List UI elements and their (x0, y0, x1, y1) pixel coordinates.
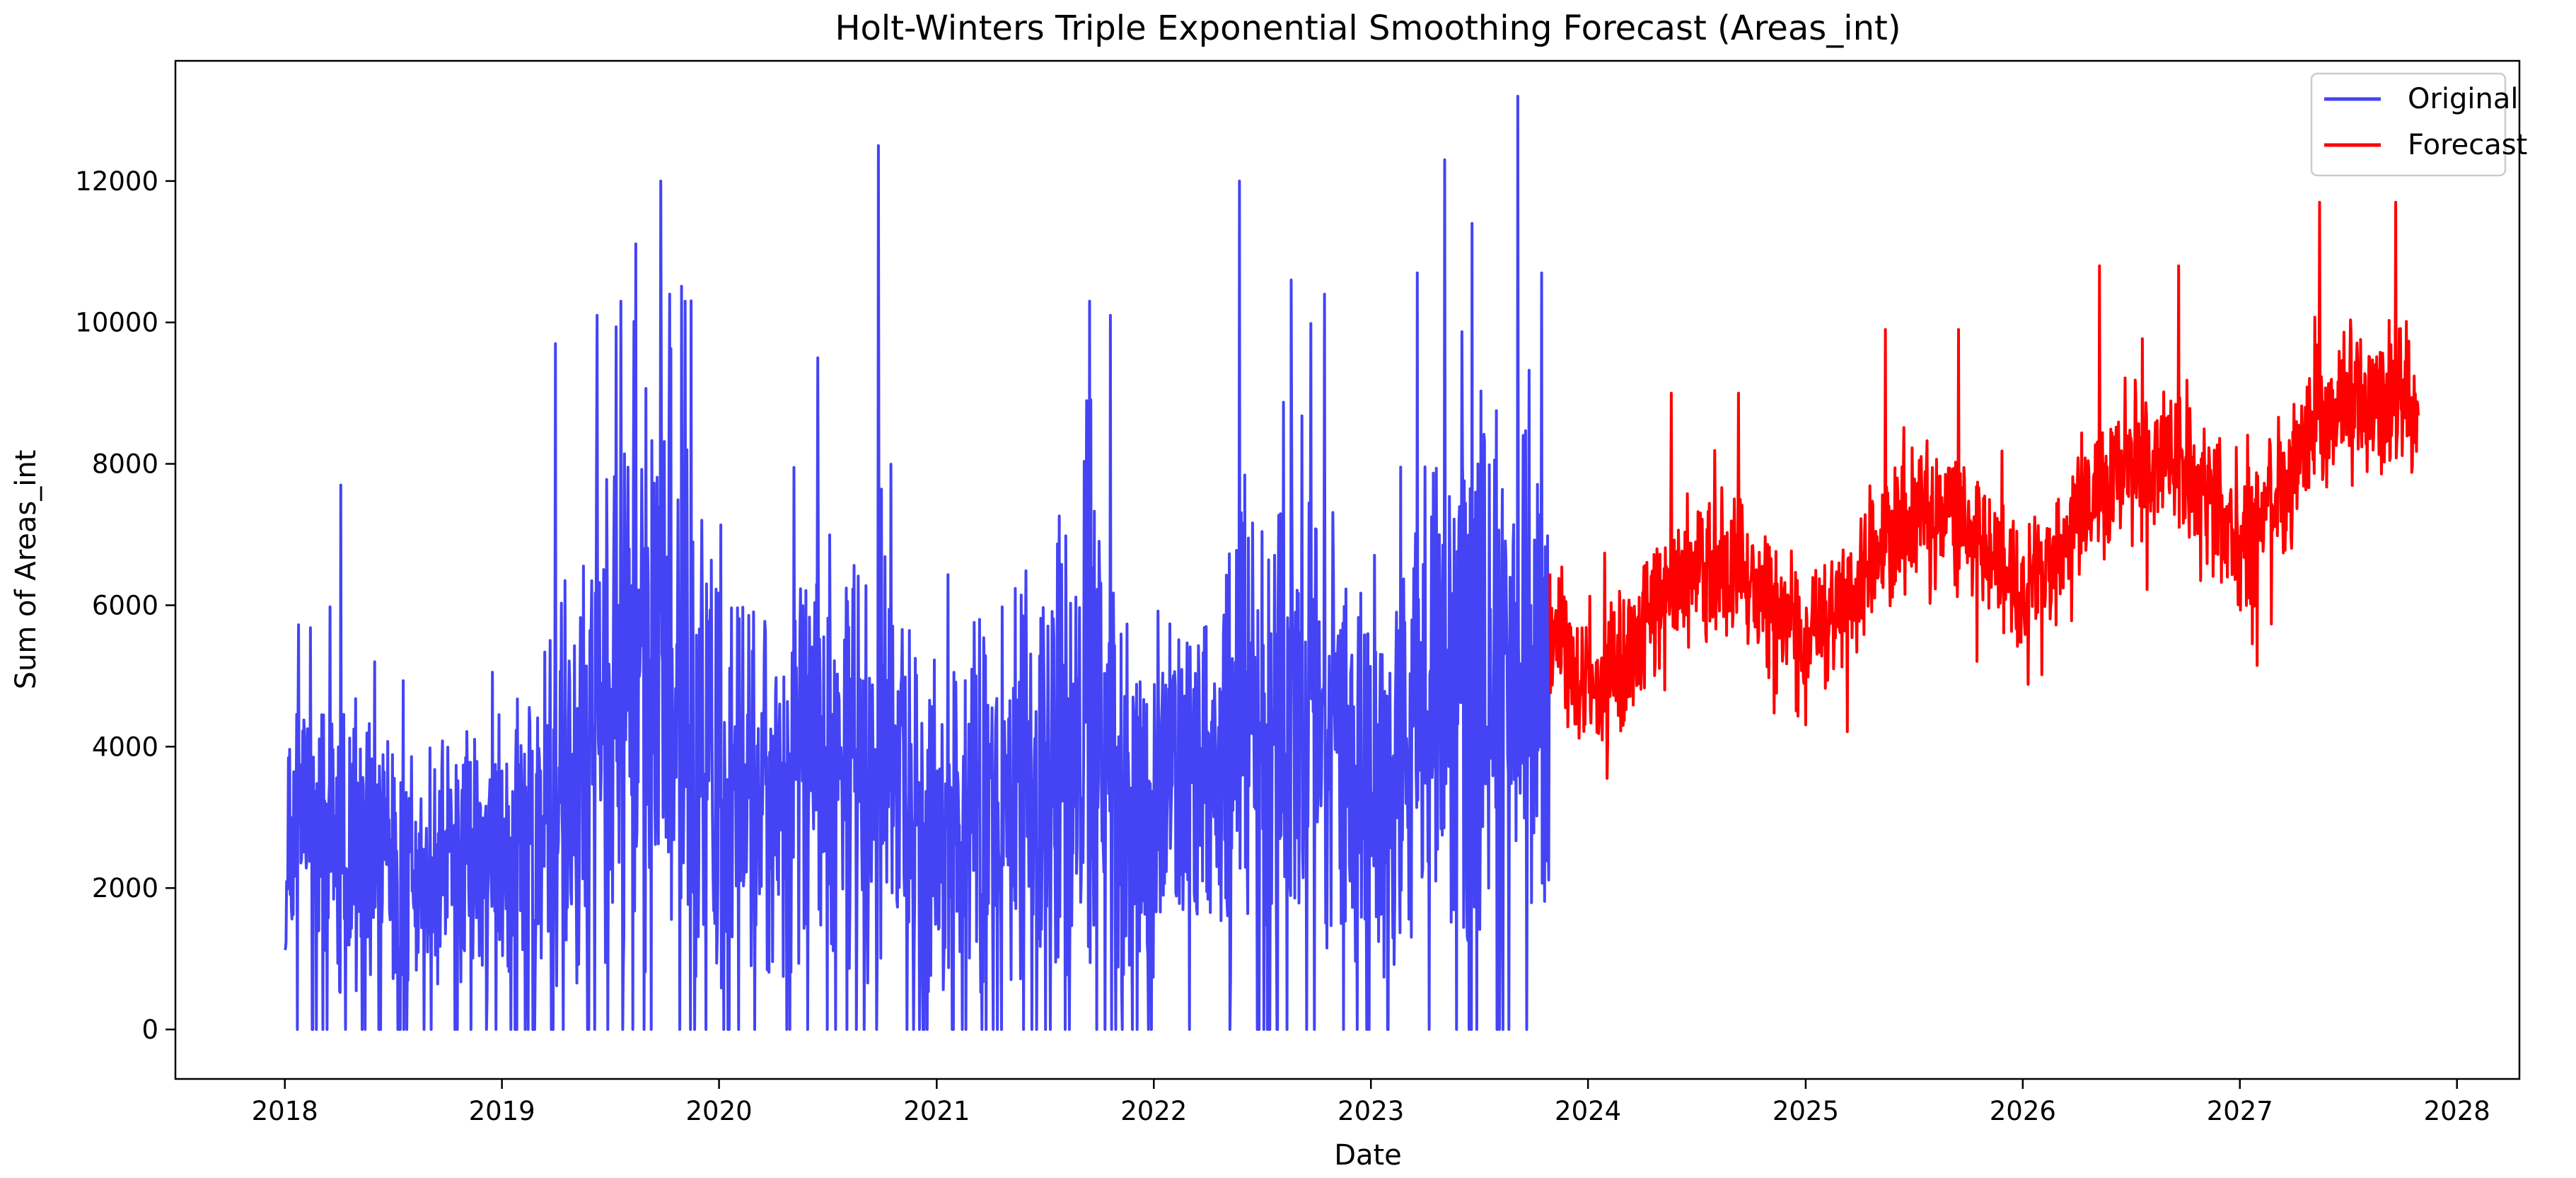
series-line-forecast (1548, 200, 2420, 780)
y-axis-label: Sum of Areas_int (10, 450, 42, 690)
plot-area (174, 59, 2521, 1080)
x-tick-label: 2022 (1120, 1096, 1187, 1126)
x-tick-label: 2025 (1773, 1096, 1839, 1126)
y-tick-label: 8000 (92, 449, 158, 480)
y-axis: 0 2000 4000 6000 8000 10000 12000 (75, 166, 175, 1045)
y-tick-label: 12000 (75, 166, 158, 197)
chart-title: Holt-Winters Triple Exponential Smoothin… (835, 8, 1901, 48)
x-tick-label: 2024 (1555, 1096, 1621, 1126)
y-tick-label: 4000 (92, 732, 158, 762)
y-tick-label: 6000 (92, 590, 158, 620)
x-axis: 2018 2019 2020 2021 2022 2023 2024 2025 2026 2027… (252, 1079, 2490, 1126)
y-tick-label: 2000 (92, 873, 158, 903)
legend-label-original: Original (2408, 83, 2519, 115)
x-tick-label: 2020 (685, 1096, 752, 1126)
x-tick-label: 2028 (2424, 1096, 2490, 1126)
x-tick-label: 2019 (469, 1096, 535, 1126)
x-tick-label: 2026 (1990, 1096, 2056, 1126)
x-axis-label: Date (1334, 1139, 1402, 1172)
y-tick-label: 0 (141, 1015, 158, 1045)
x-tick-label: 2018 (252, 1096, 318, 1126)
legend: Original Forecast (2310, 72, 2527, 177)
x-tick-label: 2027 (2207, 1096, 2273, 1126)
legend-label-forecast: Forecast (2408, 129, 2527, 161)
x-tick-label: 2021 (903, 1096, 970, 1126)
series-layer (283, 95, 2420, 1031)
series-line-original (283, 95, 1551, 1031)
plot-frame (174, 59, 2521, 1080)
y-tick-label: 10000 (75, 308, 158, 338)
x-tick-label: 2023 (1338, 1096, 1404, 1126)
